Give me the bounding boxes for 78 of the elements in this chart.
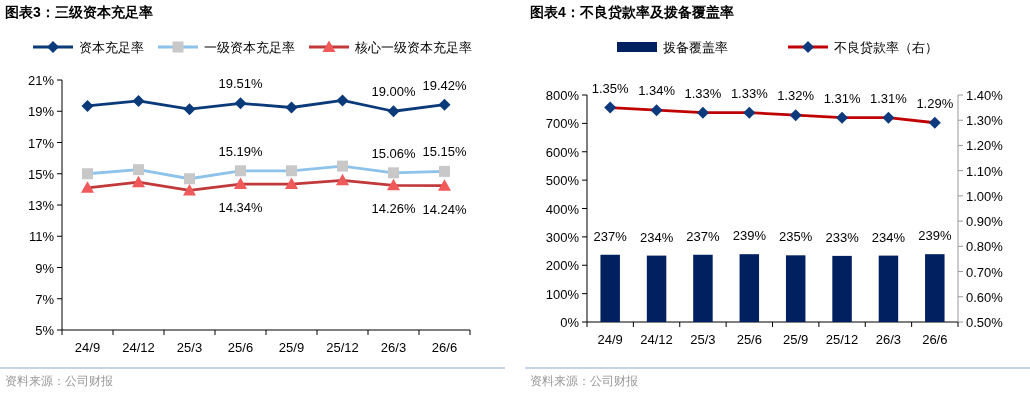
text: 资料来源：公司财报 (5, 374, 113, 388)
data-label: 19.42% (422, 77, 467, 93)
x-tick-label: 24/12 (122, 340, 155, 355)
y2-tick-label: 0.60% (966, 289, 1004, 305)
y-tick-label: 100% (545, 286, 580, 302)
text: 资料来源：公司财报 (530, 374, 638, 388)
y2-tick-label: 1.40% (966, 88, 1004, 103)
x-tick-label: 26/6 (431, 340, 458, 355)
data-label: 14.26% (371, 201, 416, 217)
data-label: 1.33% (684, 85, 722, 101)
data-label: 14.34% (218, 200, 263, 216)
y-tick-label: 7% (35, 291, 55, 307)
data-label: 1.33% (730, 85, 769, 101)
data-label: 1.32% (777, 88, 815, 104)
data-label: 1.35% (591, 80, 630, 96)
y2-tick-label: 0.80% (966, 239, 1004, 255)
data-label: 233% (825, 229, 860, 245)
y2-tick-label: 0.90% (966, 214, 1004, 230)
y-tick-label: 700% (545, 116, 580, 132)
x-tick-label: 24/9 (597, 332, 623, 347)
y2-tick-label: 0.70% (966, 264, 1004, 280)
x-tick-label: 25/3 (690, 332, 716, 347)
legend-label: 核心一级资本充足率 (354, 40, 472, 55)
y-tick-label: 600% (545, 144, 580, 160)
data-label: 239% (918, 228, 952, 244)
x-tick-label: 26/3 (380, 340, 407, 355)
data-label: 239% (732, 228, 767, 244)
y-tick-label: 21% (27, 73, 55, 88)
legend-label: 拨备覆盖率 (663, 40, 728, 55)
x-tick-label: 25/12 (326, 340, 359, 355)
chart-title: 图表4：不良贷款率及拨备覆盖率 (530, 4, 734, 20)
x-tick-label: 26/3 (875, 332, 902, 347)
data-label: 19.51% (218, 76, 263, 92)
y-tick-label: 9% (35, 260, 55, 276)
legend-label: 资本充足率 (79, 40, 144, 55)
data-label: 1.31% (823, 90, 861, 106)
y-tick-label: 17% (27, 135, 55, 151)
y2-tick-label: 0.50% (966, 315, 1004, 330)
chart-title: 图表3：三级资本充足率 (5, 4, 153, 20)
data-label: 1.31% (870, 90, 908, 106)
data-label: 1.34% (638, 83, 676, 99)
y-tick-label: 15% (27, 166, 55, 182)
y-tick-label: 11% (28, 229, 55, 245)
x-tick-label: 24/9 (74, 340, 101, 355)
y-tick-label: 400% (545, 201, 580, 217)
x-tick-label: 25/12 (825, 332, 859, 347)
data-label: 15.19% (218, 143, 263, 159)
y2-tick-label: 1.20% (966, 138, 1004, 154)
y-tick-label: 300% (545, 229, 580, 245)
legend-label: 一级资本充足率 (204, 40, 295, 55)
y-tick-label: 200% (545, 258, 580, 274)
y2-tick-label: 1.10% (966, 163, 1004, 179)
data-label: 14.24% (422, 201, 467, 217)
x-tick-label: 25/9 (278, 340, 305, 355)
data-label: 237% (686, 228, 720, 244)
data-label: 237% (593, 228, 628, 244)
data-label: 234% (639, 229, 674, 245)
data-label: 1.29% (916, 95, 954, 111)
x-tick-label: 25/9 (783, 332, 809, 347)
y-tick-label: 0% (560, 315, 580, 330)
legend-label: 不良贷款率（右） (834, 40, 938, 55)
y-tick-label: 800% (545, 88, 580, 103)
data-label: 19.00% (371, 84, 416, 100)
x-tick-label: 25/6 (736, 332, 762, 347)
data-label: 235% (779, 229, 813, 245)
y-tick-label: 19% (27, 104, 55, 120)
data-label: 234% (871, 229, 906, 245)
y-tick-label: 500% (545, 173, 580, 189)
data-label: 15.15% (422, 144, 467, 160)
y-tick-label: 13% (27, 198, 55, 213)
data-label: 15.06% (371, 145, 416, 161)
y2-tick-label: 1.30% (966, 113, 1004, 129)
x-tick-label: 25/6 (227, 340, 254, 355)
x-tick-label: 24/12 (640, 332, 673, 347)
x-tick-label: 25/3 (176, 340, 203, 355)
x-tick-label: 26/6 (922, 332, 948, 347)
y-tick-label: 5% (35, 323, 55, 338)
y2-tick-label: 1.00% (966, 188, 1004, 204)
